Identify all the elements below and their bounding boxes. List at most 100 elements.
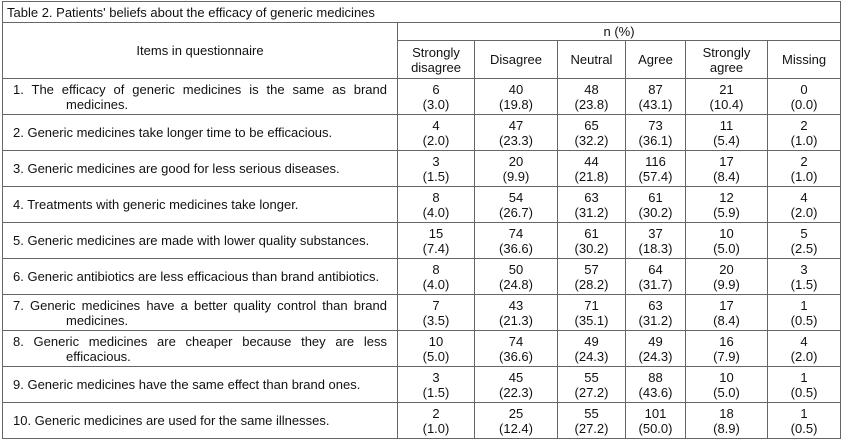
percent: (5.0)	[422, 348, 450, 364]
percent: (32.2)	[574, 132, 609, 148]
table-row: 9. Generic medicines have the same effec…	[2, 366, 842, 403]
percent: (19.8)	[499, 96, 533, 112]
table-row: 2. Generic medicines take longer time to…	[2, 114, 842, 151]
percent: (21.3)	[499, 312, 533, 328]
value-cell: 48 (23.8)	[557, 78, 626, 115]
count: 37	[648, 225, 663, 241]
percent: (30.2)	[574, 240, 609, 256]
item-cell: 2. Generic medicines take longer time to…	[2, 114, 398, 151]
column-header: Missing	[766, 40, 842, 79]
value-cell: 47 (23.3)	[474, 114, 558, 151]
count: 3	[432, 153, 440, 169]
count: 2	[800, 117, 808, 133]
count: 0	[800, 81, 808, 97]
count: 48	[584, 81, 599, 97]
table-row: 7. Generic medicines have a better quali…	[2, 294, 842, 331]
percent: (3.0)	[422, 96, 450, 112]
value-cell: 10 (5.0)	[397, 330, 475, 367]
value-cell: 17 (8.4)	[685, 150, 768, 187]
percent: (43.1)	[638, 96, 673, 112]
count: 3	[800, 261, 808, 277]
item-cell: 6. Generic antibiotics are less efficaci…	[2, 258, 398, 295]
value-cell: 43 (21.3)	[474, 294, 558, 331]
percent: (9.9)	[502, 168, 530, 184]
percent: (1.5)	[422, 384, 450, 400]
count: 47	[508, 117, 524, 133]
percent: (36.6)	[499, 240, 533, 256]
value-cell: 20 (9.9)	[474, 150, 558, 187]
value-cell: 1 (0.5)	[766, 294, 842, 331]
percent: (43.6)	[638, 384, 673, 400]
value-cell: 73 (36.1)	[625, 114, 686, 151]
percent: (8.4)	[713, 312, 740, 328]
count: 101	[644, 405, 667, 421]
count: 65	[584, 117, 599, 133]
percent: (27.2)	[574, 420, 609, 436]
count: 10	[428, 333, 444, 349]
count: 1	[800, 405, 808, 421]
count: 8	[432, 261, 440, 277]
percent: (36.1)	[638, 132, 673, 148]
count: 55	[584, 405, 599, 421]
table-row: 10. Generic medicines are used for the s…	[2, 402, 842, 439]
count: 4	[800, 189, 808, 205]
value-cell: 49 (24.3)	[557, 330, 626, 367]
value-cell: 3 (1.5)	[766, 258, 842, 295]
percent: (27.2)	[574, 384, 609, 400]
percent: (35.1)	[574, 312, 609, 328]
group-header: n (%)	[396, 22, 842, 41]
count: 8	[432, 189, 440, 205]
percent: (31.2)	[638, 312, 673, 328]
value-cell: 37 (18.3)	[625, 222, 686, 259]
column-header: Agree	[625, 40, 686, 79]
count: 2	[800, 153, 808, 169]
count: 44	[584, 153, 599, 169]
item-header: Items in questionnaire	[2, 22, 398, 79]
percent: (2.0)	[790, 348, 818, 364]
percent: (36.6)	[499, 348, 533, 364]
count: 63	[648, 297, 663, 313]
value-cell: 16 (7.9)	[685, 330, 768, 367]
count: 21	[719, 81, 734, 97]
value-cell: 74 (36.6)	[474, 330, 558, 367]
table-row: 5. Generic medicines are made with lower…	[2, 222, 842, 259]
count: 50	[508, 261, 524, 277]
value-cell: 61 (30.2)	[557, 222, 626, 259]
count: 63	[584, 189, 599, 205]
value-cell: 116 (57.4)	[625, 150, 686, 187]
value-cell: 7 (3.5)	[397, 294, 475, 331]
percent: (1.0)	[422, 420, 450, 436]
table-row: 1. The efficacy of generic medicines is …	[2, 78, 842, 115]
count: 74	[508, 225, 524, 241]
count: 7	[432, 297, 440, 313]
value-cell: 6 (3.0)	[397, 78, 475, 115]
percent: (30.2)	[638, 204, 673, 220]
percent: (50.0)	[638, 420, 673, 436]
value-cell: 11 (5.4)	[685, 114, 768, 151]
percent: (7.9)	[713, 348, 740, 364]
percent: (12.4)	[499, 420, 533, 436]
count: 87	[648, 81, 663, 97]
count: 2	[432, 405, 440, 421]
value-cell: 12 (5.9)	[685, 186, 768, 223]
percent: (2.0)	[790, 204, 818, 220]
count: 11	[719, 117, 734, 133]
count: 45	[508, 369, 524, 385]
value-cell: 10 (5.0)	[685, 222, 768, 259]
percent: (4.0)	[422, 276, 450, 292]
value-cell: 63 (31.2)	[625, 294, 686, 331]
value-cell: 65 (32.2)	[557, 114, 626, 151]
count: 54	[508, 189, 524, 205]
count: 74	[508, 333, 524, 349]
count: 6	[432, 81, 440, 97]
count: 5	[800, 225, 808, 241]
item-cell: 10. Generic medicines are used for the s…	[2, 402, 398, 439]
value-cell: 2 (1.0)	[766, 150, 842, 187]
value-cell: 8 (4.0)	[397, 258, 475, 295]
percent: (10.4)	[709, 96, 744, 112]
count: 3	[432, 369, 440, 385]
count: 10	[719, 225, 734, 241]
value-cell: 2 (1.0)	[766, 114, 842, 151]
percent: (3.5)	[422, 312, 450, 328]
